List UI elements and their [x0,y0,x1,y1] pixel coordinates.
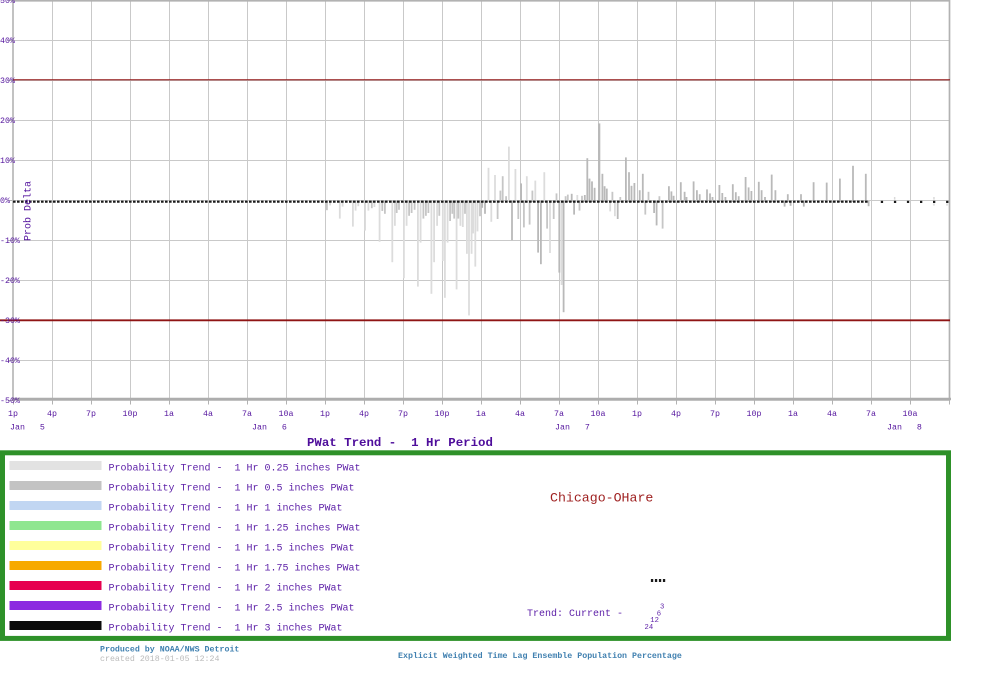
svg-text:Jan 7: Jan 7 [555,424,590,433]
svg-text:Probability Trend - 1 Hr 3 in: Probability Trend - 1 Hr 3 inches PWat [109,622,343,634]
svg-text:1a: 1a [164,410,174,419]
svg-text:10a: 10a [903,410,918,419]
svg-text:10a: 10a [591,410,606,419]
svg-text:Probability Trend - 1 Hr 1.25: Probability Trend - 1 Hr 1.25 inches PWa… [109,522,361,534]
svg-text:7p: 7p [710,410,720,419]
svg-text:30%: 30% [0,77,15,86]
svg-text:4p: 4p [47,410,57,419]
svg-text:created 2018-01-05 12:24: created 2018-01-05 12:24 [100,654,220,664]
svg-text:Trend: Current -: Trend: Current - [527,608,623,620]
svg-text:10p: 10p [435,410,450,419]
svg-text:Probability Trend - 1 Hr 2 in: Probability Trend - 1 Hr 2 inches PWat [109,582,343,594]
svg-text:4p: 4p [359,410,369,419]
svg-text:6: 6 [657,610,661,618]
svg-text:Probability Trend - 1 Hr 2.5: Probability Trend - 1 Hr 2.5 inches PWat [109,602,355,614]
svg-text:1a: 1a [788,410,798,419]
svg-text:20%: 20% [0,117,15,126]
svg-text:Probability Trend - 1 Hr 1.5: Probability Trend - 1 Hr 1.5 inches PWat [109,542,355,554]
svg-text:-50%: -50% [0,397,20,406]
svg-text:7a: 7a [554,410,564,419]
svg-text:-20%: -20% [0,277,20,286]
svg-text:-40%: -40% [0,357,20,366]
svg-text:4p: 4p [671,410,681,419]
svg-text:Produced by NOAA/NWS Detroit: Produced by NOAA/NWS Detroit [100,645,239,655]
svg-text:Explicit Weighted Time Lag Ens: Explicit Weighted Time Lag Ensemble Popu… [398,651,682,661]
svg-text:Jan 8: Jan 8 [887,424,922,433]
svg-text:1a: 1a [476,410,486,419]
svg-text:1p: 1p [8,410,18,419]
svg-text:-30%: -30% [0,317,20,326]
svg-text:7p: 7p [398,410,408,419]
svg-text:7a: 7a [866,410,876,419]
svg-text:Prob Delta: Prob Delta [23,181,35,241]
svg-text:40%: 40% [0,37,15,46]
svg-text:7p: 7p [86,410,96,419]
svg-text:Probability Trend - 1 Hr 1.75: Probability Trend - 1 Hr 1.75 inches PWa… [109,562,361,574]
svg-text:12: 12 [650,617,659,625]
svg-text:Jan 5: Jan 5 [10,424,45,433]
svg-text:Probability Trend - 1 Hr 0.5: Probability Trend - 1 Hr 0.5 inches PWat [109,482,355,494]
svg-text:50%: 50% [0,0,15,6]
svg-text:0%: 0% [0,197,10,206]
svg-text:-10%: -10% [0,237,20,246]
svg-text:10%: 10% [0,157,15,166]
svg-text:PWat Trend - 1 Hr Period: PWat Trend - 1 Hr Period [307,436,493,450]
svg-text:24: 24 [645,624,654,632]
svg-text:4a: 4a [203,410,213,419]
svg-text:Jan 6: Jan 6 [252,424,287,433]
svg-text:3: 3 [660,604,664,612]
svg-text:10a: 10a [279,410,294,419]
svg-text:10p: 10p [747,410,762,419]
svg-text:1p: 1p [632,410,642,419]
svg-text:Chicago-OHare: Chicago-OHare [550,491,653,506]
svg-text:Probability Trend - 1 Hr 1 in: Probability Trend - 1 Hr 1 inches PWat [109,502,343,514]
svg-text:1p: 1p [320,410,330,419]
svg-text:4a: 4a [827,410,837,419]
svg-text:4a: 4a [515,410,525,419]
svg-text:10p: 10p [123,410,138,419]
svg-text:Probability Trend - 1 Hr 0.25: Probability Trend - 1 Hr 0.25 inches PWa… [109,462,361,474]
svg-text:7a: 7a [242,410,252,419]
